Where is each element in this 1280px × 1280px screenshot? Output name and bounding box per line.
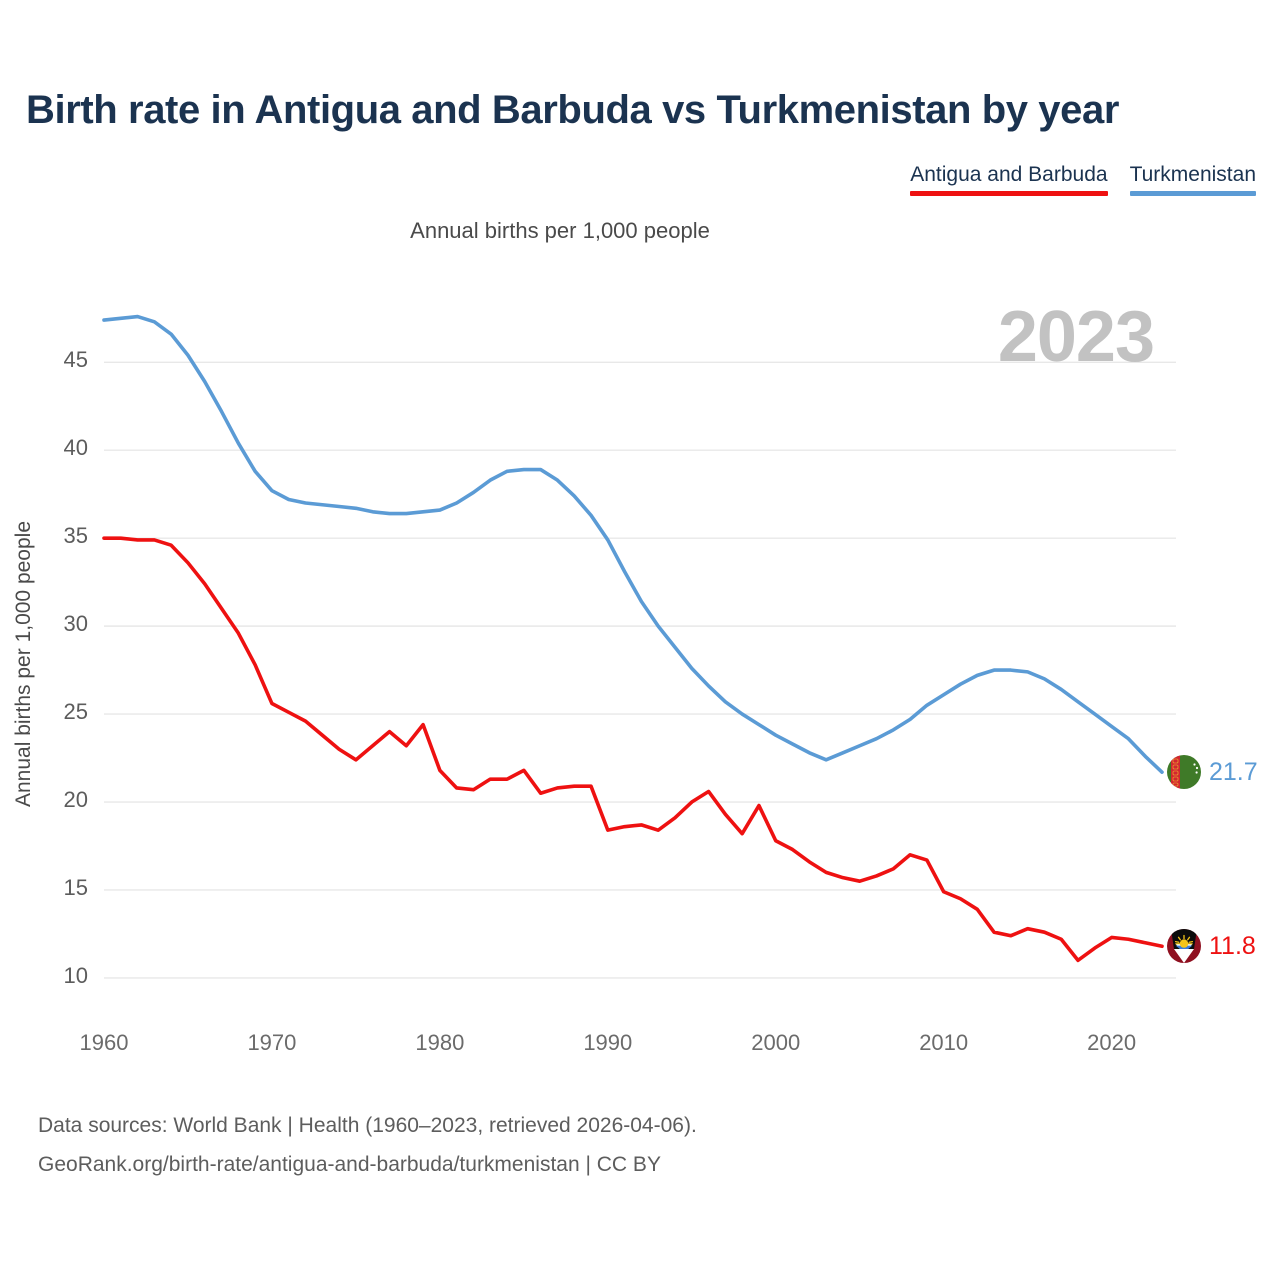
y-tick-label: 40 [63,435,88,461]
year-watermark: 2023 [997,297,1155,377]
y-axis-title: Annual births per 1,000 people [12,520,35,808]
x-tick-label: 1990 [583,1030,633,1055]
y-tick-label: 45 [63,347,88,373]
turkmenistan-flag-icon [1167,755,1201,790]
legend-item-antigua-and-barbuda[interactable]: Antigua and Barbuda [910,162,1108,196]
x-tick-label: 2000 [751,1030,801,1055]
x-tick-label: 1970 [247,1030,297,1055]
legend-item-turkmenistan[interactable]: Turkmenistan [1129,162,1256,196]
y-tick-label: 15 [63,874,88,900]
y-tick-label: 25 [63,699,88,725]
end-value-antigua-and-barbuda: 11.8 [1209,931,1256,960]
y-tick-label: 10 [63,962,88,988]
legend-label-turkmenistan: Turkmenistan [1129,163,1256,186]
x-tick-label: 1960 [79,1030,129,1055]
series-line-antigua-and-barbuda [102,536,1164,963]
end-marker-antigua-and-barbuda: 11.8 [1167,929,1256,964]
chart-gridlines [104,361,1176,979]
x-tick-label: 2020 [1087,1030,1137,1055]
footer-attribution: GeoRank.org/birth-rate/antigua-and-barbu… [38,1153,661,1176]
chart-series-lines [102,314,1164,963]
chart-svg [102,314,1176,979]
footer-credits: Data sources: World Bank | Health (1960–… [38,1106,697,1184]
legend-label-antigua-and-barbuda: Antigua and Barbuda [910,163,1108,186]
legend-color-swatch-antigua-and-barbuda [910,191,1108,196]
y-tick-label: 20 [63,787,88,813]
chart-subtitle: Annual births per 1,000 people [410,218,710,243]
x-tick-label: 1980 [415,1030,465,1055]
y-tick-label: 30 [63,611,88,637]
end-marker-turkmenistan: 21.7 [1167,755,1258,790]
footer-data-sources: Data sources: World Bank | Health (1960–… [38,1114,697,1137]
y-tick-label: 35 [63,523,88,549]
end-value-turkmenistan: 21.7 [1209,757,1258,786]
legend-color-swatch-turkmenistan [1129,191,1256,196]
series-line-turkmenistan [102,314,1164,774]
antigua-and-barbuda-flag-icon [1167,929,1201,964]
x-tick-label: 2010 [919,1030,969,1055]
chart-plot-area: Annual births per 1,000 people 10 15 20 25 3… [12,297,1258,1055]
chart-legend: Antigua and Barbuda Turkmenistan [910,162,1256,196]
page-title: Birth rate in Antigua and Barbuda vs Tur… [26,88,1120,132]
